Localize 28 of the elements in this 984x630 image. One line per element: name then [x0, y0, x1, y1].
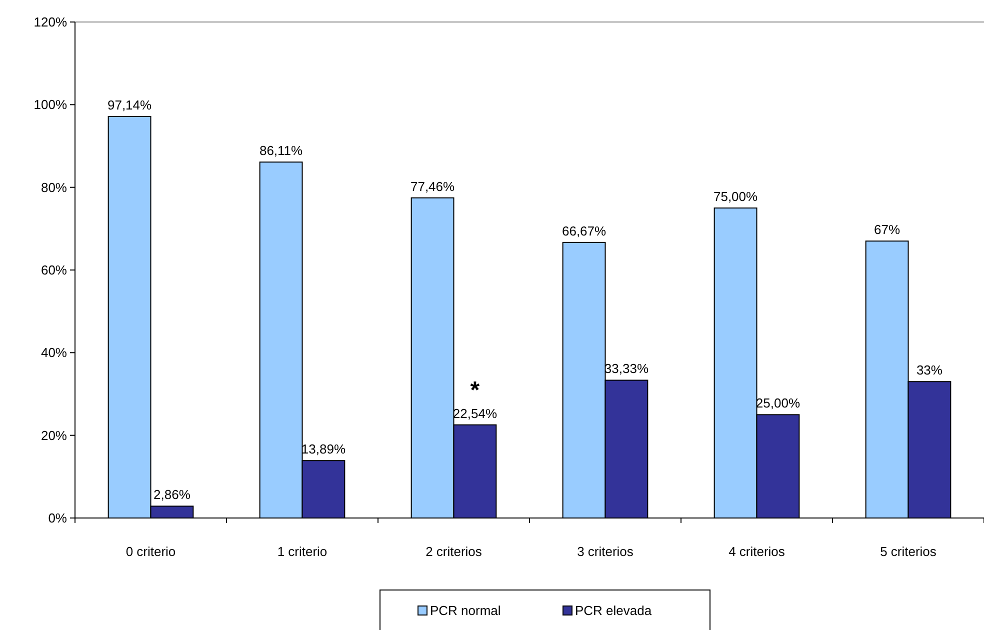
data-label: 77,46%	[410, 178, 456, 194]
legend-label: PCR normal	[430, 603, 501, 618]
x-tick-label: 3 criterios	[577, 544, 634, 559]
y-tick-label: 20%	[40, 428, 68, 443]
data-label: 13,89%	[301, 442, 346, 457]
y-tick-label: 0%	[48, 510, 68, 526]
data-label: 86,11%	[259, 143, 304, 158]
data-label: 33%	[916, 362, 943, 378]
y-tick-label: 80%	[40, 180, 68, 195]
y-tick-label: 60%	[40, 262, 68, 278]
legend-label: PCR elevada	[575, 603, 652, 618]
y-tick-label: 100%	[34, 97, 68, 112]
y-tick-label: 120%	[34, 14, 68, 30]
data-label: 75,00%	[713, 189, 758, 204]
data-label: 25,00%	[756, 396, 800, 411]
data-label: 2,86%	[154, 487, 191, 502]
data-label: 97,14%	[107, 97, 152, 112]
data-label: 33,33%	[604, 361, 649, 376]
x-tick-label: 0 criterio	[126, 544, 176, 559]
x-tick-label: 4 criterios	[728, 544, 786, 559]
y-tick-label: 40%	[40, 345, 68, 360]
annotation: *	[470, 377, 480, 404]
data-label: 67%	[874, 222, 900, 238]
data-label: 66,67%	[562, 223, 607, 238]
data-label: 22,54%	[452, 406, 498, 421]
x-tick-label: 2 criterios	[426, 544, 482, 559]
x-tick-label: 1 criterio	[277, 544, 328, 559]
x-tick-label: 5 criterios	[880, 544, 937, 559]
